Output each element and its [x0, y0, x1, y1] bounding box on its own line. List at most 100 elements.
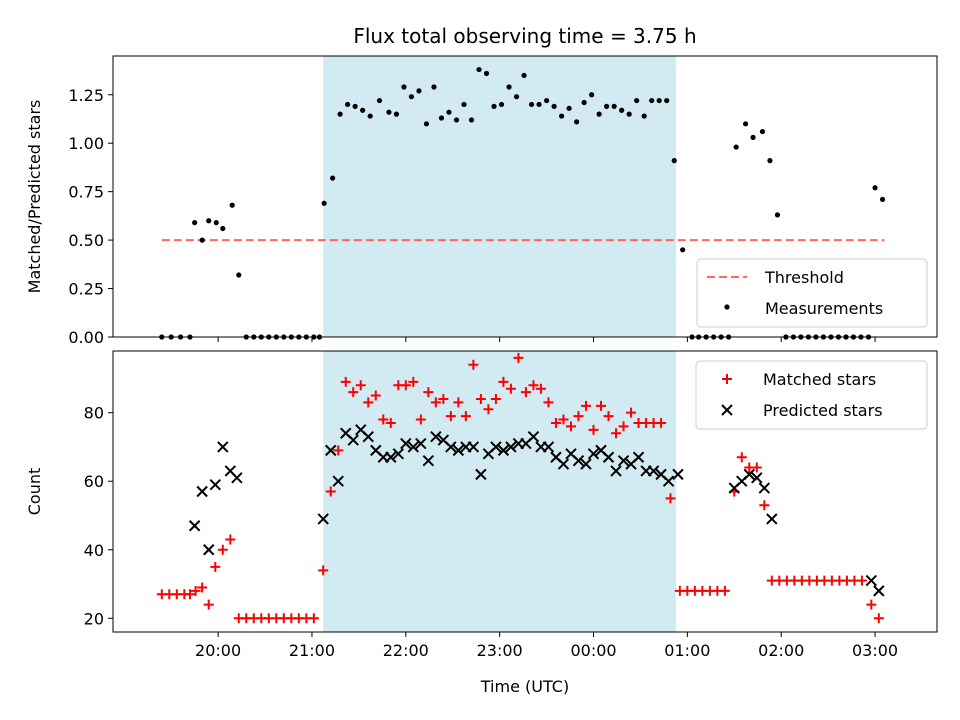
measurement-point — [506, 84, 512, 90]
x-tick-label: 00:00 — [570, 641, 616, 660]
measurement-point — [664, 97, 670, 104]
predicted-point — [632, 451, 645, 463]
measurement-point — [367, 113, 373, 119]
x-tick-label: 20:00 — [195, 641, 241, 660]
predicted-point — [580, 458, 592, 470]
matched-point — [490, 393, 501, 404]
matched-point — [460, 411, 471, 422]
matched-point — [348, 387, 359, 398]
matched-point — [588, 424, 599, 435]
y-tick-label: 0.75 — [68, 183, 104, 202]
measurement-point — [360, 107, 366, 113]
legend-measurement-label: Measurements — [765, 299, 883, 318]
matched-point — [618, 421, 629, 432]
matched-point — [626, 407, 637, 418]
measurement-point — [543, 97, 550, 104]
legend-threshold-label: Threshold — [764, 268, 844, 287]
matched-point — [535, 383, 546, 394]
predicted-point — [422, 454, 435, 467]
predicted-point — [527, 430, 540, 443]
measurement-point — [206, 218, 212, 224]
predicted-point — [587, 448, 600, 460]
measurement-point — [879, 196, 886, 203]
legend-predicted-swatch — [721, 404, 733, 416]
matched-point — [483, 404, 494, 415]
predicted-point — [505, 441, 517, 453]
legend-ratio: Threshold Measurements — [696, 258, 928, 328]
measurement-point — [461, 101, 467, 108]
measurement-point — [551, 103, 557, 109]
measurement-point — [321, 200, 327, 206]
measurement-point — [742, 121, 749, 127]
measurement-point — [581, 99, 587, 106]
matched-point — [203, 599, 214, 610]
measurement-point — [199, 237, 205, 243]
predicted-point — [572, 454, 585, 467]
axes-frame — [112, 350, 938, 633]
matched-point — [751, 462, 762, 473]
y-tick-label: 0.50 — [68, 231, 104, 250]
measurement-point — [498, 101, 505, 108]
matched-point — [498, 376, 509, 387]
measurement-point — [491, 103, 497, 109]
matched-point — [378, 414, 389, 425]
matched-point — [308, 613, 319, 624]
matched-point — [415, 414, 426, 425]
predicted-point — [317, 513, 329, 525]
series-dot — [159, 66, 886, 340]
y-tick-label: 60 — [84, 472, 104, 491]
measurement-point — [352, 103, 358, 109]
measurement-point — [213, 220, 219, 226]
matched-point — [558, 414, 569, 425]
measurement-point — [408, 94, 415, 100]
measurement-point — [438, 115, 445, 121]
measurement-point — [872, 185, 878, 191]
measurement-point — [536, 101, 542, 108]
y-axis-label: Matched/Predicted stars — [25, 100, 44, 294]
matched-point — [856, 575, 867, 586]
measurement-point — [393, 111, 400, 117]
measurement-point — [330, 175, 336, 181]
predicted-point — [602, 451, 615, 463]
matched-point — [225, 534, 236, 545]
matched-point — [423, 387, 434, 398]
y-tick-label: 0.25 — [68, 280, 104, 299]
matched-point — [363, 397, 374, 408]
matched-point — [596, 400, 607, 411]
measurement-point — [626, 111, 632, 117]
predicted-point — [758, 482, 771, 494]
matched-point — [438, 393, 449, 404]
observing-window-shade — [323, 351, 677, 632]
legend-box — [695, 360, 928, 430]
y-tick-label: 1.00 — [68, 134, 104, 153]
measurement-point — [759, 128, 766, 135]
measurement-point — [604, 103, 610, 109]
predicted-point — [647, 465, 660, 477]
predicted-point — [231, 472, 243, 484]
matched-point — [565, 421, 576, 432]
matched-point — [385, 417, 396, 428]
measurement-point — [386, 109, 392, 115]
matched-point — [453, 397, 464, 408]
measurement-point — [345, 101, 351, 108]
measurement-point — [733, 144, 739, 150]
matched-point — [430, 397, 441, 408]
predicted-point — [209, 478, 222, 491]
measurement-point — [431, 84, 437, 90]
matched-point — [184, 589, 195, 600]
predicted-point — [385, 451, 397, 463]
predicted-point — [392, 448, 405, 460]
measurement-point — [559, 113, 565, 119]
matched-point — [445, 411, 456, 422]
matched-point — [736, 452, 747, 463]
measurement-point — [337, 111, 343, 117]
y-tick-label: 1.25 — [68, 86, 104, 105]
predicted-point — [467, 441, 480, 453]
observing-window-shade — [323, 56, 677, 337]
predicted-point — [490, 441, 502, 453]
matched-point — [611, 428, 622, 439]
measurement-point — [767, 158, 773, 164]
matched-point — [550, 417, 561, 428]
measurement-point — [596, 111, 602, 117]
predicted-point — [766, 513, 778, 525]
